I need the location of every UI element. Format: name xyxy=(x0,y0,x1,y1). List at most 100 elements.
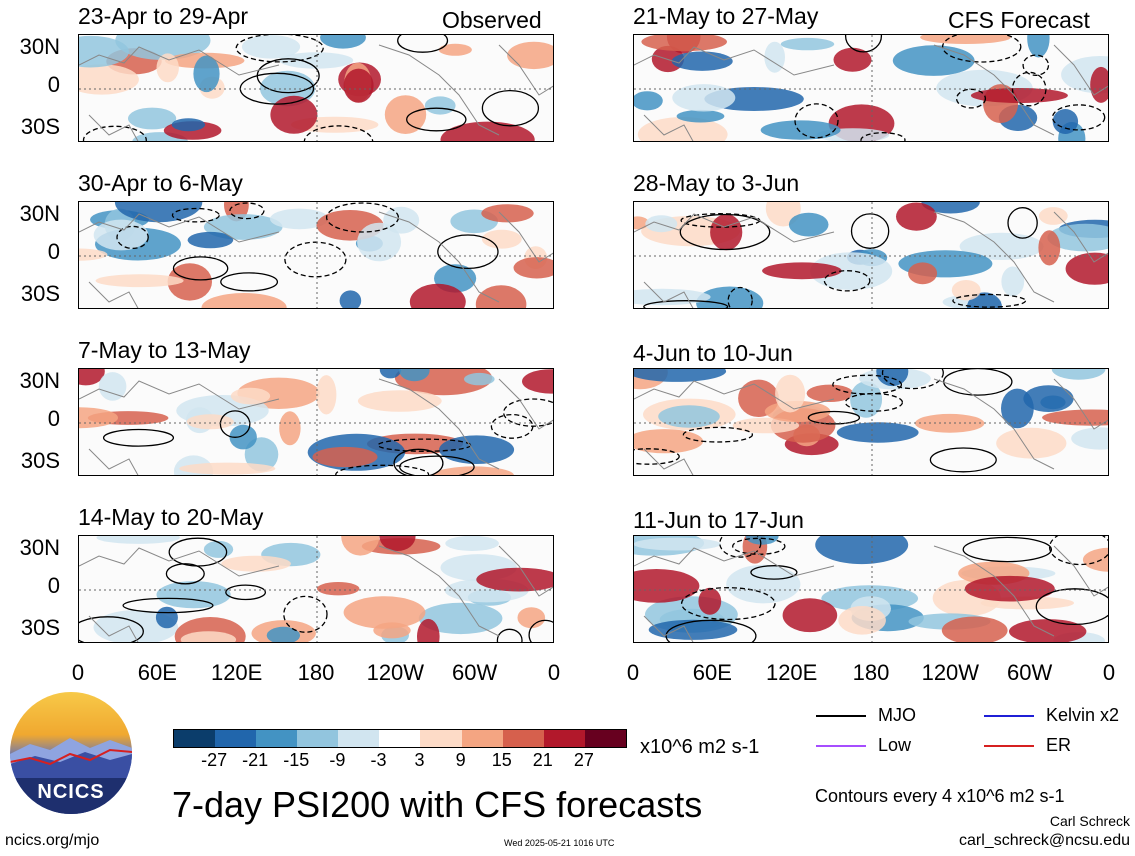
author: Carl Schreck xyxy=(1049,813,1130,829)
mjo-contour xyxy=(1007,207,1038,239)
panel-title-obs-1: 23-Apr to 29-Apr xyxy=(78,3,249,29)
anomaly-blob xyxy=(634,537,721,551)
mjo-contour xyxy=(727,286,753,308)
anomaly-blob xyxy=(476,567,553,592)
x-tick-label: 120E xyxy=(210,660,263,685)
legend-er-label: ER xyxy=(1046,735,1072,755)
anomaly-blob xyxy=(171,118,206,132)
x-tick-label: 180 xyxy=(297,660,335,685)
mjo-contour xyxy=(397,35,449,53)
panel-title-obs-3: 7-May to 13-May xyxy=(78,337,251,363)
mjo-contour xyxy=(634,448,680,465)
anomaly-blob xyxy=(634,569,700,603)
anomaly-blob xyxy=(698,587,722,615)
mjo-contour xyxy=(284,241,347,278)
anomaly-blob xyxy=(762,262,842,280)
anomaly-blob xyxy=(507,41,553,70)
anomaly-blob xyxy=(464,372,495,386)
map-fcst-2 xyxy=(633,201,1109,309)
colorbar-swatch xyxy=(174,730,216,747)
anomaly-blob xyxy=(312,446,378,468)
mjo-contour xyxy=(665,619,757,642)
legend-low-line xyxy=(816,744,866,747)
y-tick-label: 0 xyxy=(47,72,60,97)
anomaly-blob xyxy=(806,384,854,402)
mjo-contour xyxy=(481,89,540,127)
anomaly-blob xyxy=(836,422,919,443)
mjo-contour xyxy=(850,213,890,249)
mjo-contour xyxy=(929,447,997,473)
psi200-field xyxy=(634,369,1108,475)
mjo-contour xyxy=(229,202,265,220)
anomaly-blob xyxy=(648,619,738,640)
anomaly-blob xyxy=(676,109,725,123)
anomaly-blob xyxy=(1038,230,1061,266)
anomaly-blob xyxy=(921,202,980,214)
colorbar-swatch xyxy=(420,730,462,747)
anomaly-blob xyxy=(180,631,237,642)
map-obs-2 xyxy=(78,201,554,309)
y-tick-label: 30N xyxy=(19,368,60,393)
mjo-contour xyxy=(502,398,553,427)
anomaly-blob xyxy=(186,414,234,430)
contours-note: Contours every 4 x10^6 m2 s-1 xyxy=(815,786,1065,806)
anomaly-blob xyxy=(79,248,108,261)
anomaly-blob xyxy=(156,581,231,609)
colorbar-tick-label: 27 xyxy=(573,750,594,770)
anomaly-blob xyxy=(317,582,360,596)
forecast-header: CFS Forecast xyxy=(948,7,1090,33)
anomaly-blob xyxy=(357,390,442,412)
colorbar-unit: x10^6 m2 s-1 xyxy=(640,736,760,758)
author-email[interactable]: carl_schreck@ncsu.edu xyxy=(959,832,1130,849)
anomaly-blob xyxy=(732,417,800,434)
anomaly-blob xyxy=(671,51,733,71)
anomaly-blob xyxy=(79,407,118,429)
colorbar-swatch xyxy=(297,730,339,747)
anomaly-blob xyxy=(481,229,522,249)
legend-er: ER xyxy=(984,735,1071,756)
anomaly-blob xyxy=(833,47,872,72)
colorbar-swatch xyxy=(584,730,626,747)
y-tick-label: 0 xyxy=(47,573,60,598)
y-tick-label: 30S xyxy=(20,615,60,640)
anomaly-blob xyxy=(908,262,938,285)
y-tick-label: 0 xyxy=(47,239,60,264)
colorbar-tick-label: 3 xyxy=(414,750,425,770)
mjo-contour xyxy=(220,272,279,292)
y-tick-label: 30S xyxy=(20,448,60,473)
anomaly-blob xyxy=(475,285,527,308)
x-tick-label: 0 xyxy=(71,660,85,685)
anomaly-blob xyxy=(850,381,883,418)
mjo-contour xyxy=(807,410,861,425)
x-tick-label: 0 xyxy=(547,660,561,685)
y-tick-label: 0 xyxy=(47,406,60,431)
anomaly-blob xyxy=(641,35,727,52)
anomaly-blob xyxy=(193,55,220,93)
x-tick-label: 120W xyxy=(921,660,980,685)
anomaly-blob xyxy=(637,117,728,141)
mjo-contour xyxy=(283,595,328,633)
colorbar-swatch xyxy=(338,730,380,747)
mjo-contour xyxy=(165,563,205,585)
anomaly-blob xyxy=(343,596,426,629)
anomaly-blob xyxy=(634,429,704,454)
panel-title-obs-4: 14-May to 20-May xyxy=(78,504,264,530)
source-url[interactable]: ncics.org/mjo xyxy=(5,832,100,849)
map-obs-1 xyxy=(78,34,554,142)
mjo-contour xyxy=(82,125,147,141)
legend-mjo: MJO xyxy=(816,705,916,726)
psi200-field xyxy=(79,369,553,475)
legend-low: Low xyxy=(816,735,911,756)
y-tick-label: 30N xyxy=(19,201,60,226)
coastline xyxy=(79,378,553,475)
mjo-contour xyxy=(116,225,149,250)
mjo-contour xyxy=(303,125,374,141)
psi200-field xyxy=(634,202,1108,308)
coastline xyxy=(79,44,553,141)
panel-title-fcst-1: 21-May to 27-May xyxy=(633,3,819,29)
mjo-contour xyxy=(122,597,214,614)
anomaly-blob xyxy=(440,121,535,141)
mjo-contour xyxy=(1035,588,1108,626)
anomaly-blob xyxy=(782,598,838,633)
mjo-contour xyxy=(102,428,175,447)
